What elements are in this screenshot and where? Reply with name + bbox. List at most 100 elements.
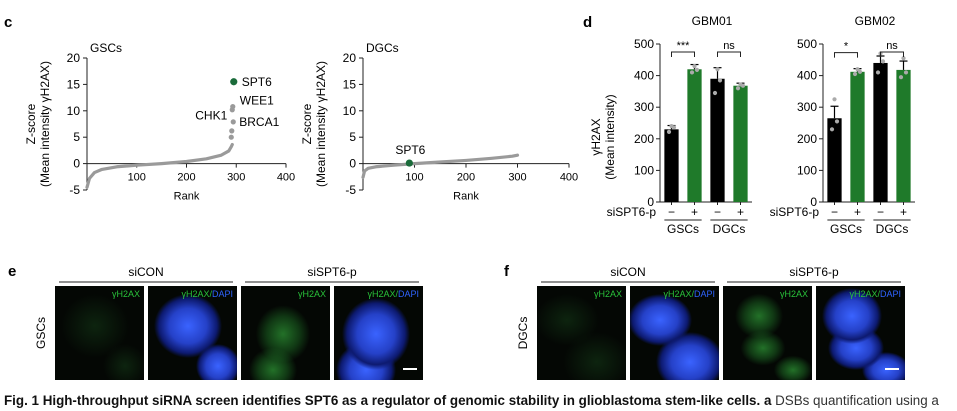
x-axis-label: Rank — [453, 191, 479, 203]
significance-label: *** — [677, 40, 691, 52]
channel-label: γH2AX/DAPI — [849, 289, 901, 299]
data-point — [229, 128, 235, 134]
y-tick-label: 0 — [73, 157, 80, 171]
y-tick-label: 5 — [349, 130, 356, 144]
replicate-point — [715, 67, 720, 72]
panel-letter-c: c — [4, 14, 12, 31]
y-tick-label: 0 — [349, 157, 356, 171]
y-axis-label-line2: (Mean intensity γH2AX) — [314, 61, 328, 187]
x-tick-label: 400 — [560, 172, 578, 184]
bar — [896, 69, 911, 202]
channel-label: γH2AX/DAPI — [181, 289, 233, 299]
data-point — [228, 134, 234, 140]
y-tick-label: 400 — [797, 69, 817, 83]
point-label: SPT6 — [242, 75, 272, 89]
channel-label: γH2AX — [297, 289, 326, 299]
replicate-point — [855, 67, 860, 72]
y-tick-label: 0 — [810, 195, 817, 209]
panel-letter-d: d — [583, 14, 592, 31]
significance-label: * — [844, 41, 849, 53]
significance-bracket — [834, 52, 858, 58]
replicate-point — [666, 129, 672, 134]
x-tick-label: 200 — [177, 172, 195, 184]
channel-label-dapi: DAPI — [211, 289, 233, 299]
channel-label-gh2ax: γH2AX/ — [367, 289, 398, 299]
y-tick-label: 100 — [634, 163, 654, 177]
y-tick-label: 300 — [634, 100, 654, 114]
group-label: GSCs — [667, 222, 699, 236]
y-tick-label: 200 — [797, 132, 817, 146]
row-label-sisp: siSPT6-p — [607, 205, 657, 219]
channel-label: γH2AX — [593, 289, 622, 299]
bar — [827, 118, 842, 202]
bar — [687, 69, 702, 202]
x-axis-label: Rank — [174, 191, 200, 203]
significance-label: ns — [886, 40, 898, 52]
caption-bold: Fig. 1 High-throughput siRNA screen iden… — [4, 393, 772, 408]
channel-label: γH2AX/DAPI — [663, 289, 715, 299]
group-label: DGCs — [713, 222, 746, 236]
group-label: DGCs — [876, 222, 909, 236]
significance-bracket — [717, 51, 741, 57]
y-tick-label: 20 — [67, 51, 81, 65]
bar — [733, 85, 748, 202]
sign-label: + — [691, 205, 698, 219]
y-tick-label: 0 — [647, 195, 654, 209]
bar-chart-gbm02: GBM02 0 100 200 300 400 500 − + − + siSPT6-p GSCs DGC… — [770, 14, 915, 236]
replicate-point — [880, 59, 886, 64]
x-tick-label: 100 — [128, 172, 146, 184]
sign-label: + — [900, 205, 907, 219]
data-point — [230, 78, 238, 86]
micrograph-image: γH2AX — [723, 286, 812, 380]
y-tick-label: 5 — [73, 130, 80, 144]
bar — [850, 71, 865, 202]
y-tick-label: 100 — [797, 163, 817, 177]
replicate-point — [852, 71, 858, 77]
micrograph-image: γH2AX/DAPI — [334, 286, 423, 380]
group-label: GSCs — [830, 222, 862, 236]
row-label: GSCs — [34, 317, 48, 349]
micrograph-image: γH2AX — [241, 286, 330, 380]
condition-header: siSPT6-p — [307, 265, 357, 279]
replicate-point — [903, 70, 909, 75]
rank-plot-dgcs: DGCs -5 0 5 10 15 20 100 200 300 400 Rank Z-score (Me… — [300, 41, 578, 203]
micrograph-image: γH2AX — [55, 286, 144, 380]
channel-label-gh2ax: γH2AX/ — [663, 289, 694, 299]
sign-label: − — [877, 205, 884, 219]
point-label: BRCA1 — [239, 115, 279, 129]
sign-label: + — [854, 205, 861, 219]
y-axis-label-line1: Z-score — [24, 103, 38, 144]
replicate-point — [717, 78, 723, 83]
channel-label-dapi: DAPI — [693, 289, 715, 299]
y-axis-label-line2: (Mean intensity γH2AX) — [38, 61, 52, 187]
replicate-point — [689, 70, 695, 75]
scale-bar — [403, 368, 417, 370]
replicate-point — [898, 75, 904, 80]
sign-label: − — [668, 205, 675, 219]
x-tick-label: 300 — [227, 172, 245, 184]
replicate-point — [901, 56, 906, 61]
replicate-point — [669, 124, 674, 129]
d-ylabel-line2: (Mean intensity) — [603, 94, 617, 179]
y-tick-label: 10 — [67, 104, 81, 118]
scale-bar — [885, 368, 899, 370]
data-point — [405, 159, 413, 167]
micrograph-image: γH2AX/DAPI — [816, 286, 905, 380]
rank-plot-title: GSCs — [90, 41, 122, 55]
data-point — [229, 107, 235, 113]
y-tick-label: 300 — [797, 100, 817, 114]
data-point — [230, 119, 236, 125]
condition-header: siSPT6-p — [789, 265, 839, 279]
row-label: DGCs — [516, 317, 530, 350]
bar-chart-title: GBM01 — [692, 14, 733, 28]
replicate-point — [875, 70, 881, 75]
y-tick-label: -5 — [69, 183, 80, 197]
x-tick-label: 300 — [508, 172, 526, 184]
replicate-point — [829, 127, 835, 132]
y-tick-label: 20 — [343, 51, 357, 65]
channel-label-gh2ax: γH2AX/ — [181, 289, 212, 299]
y-tick-label: 15 — [67, 77, 81, 91]
d-ylabel-line1: γH2AX — [589, 118, 603, 155]
sign-label: + — [737, 205, 744, 219]
